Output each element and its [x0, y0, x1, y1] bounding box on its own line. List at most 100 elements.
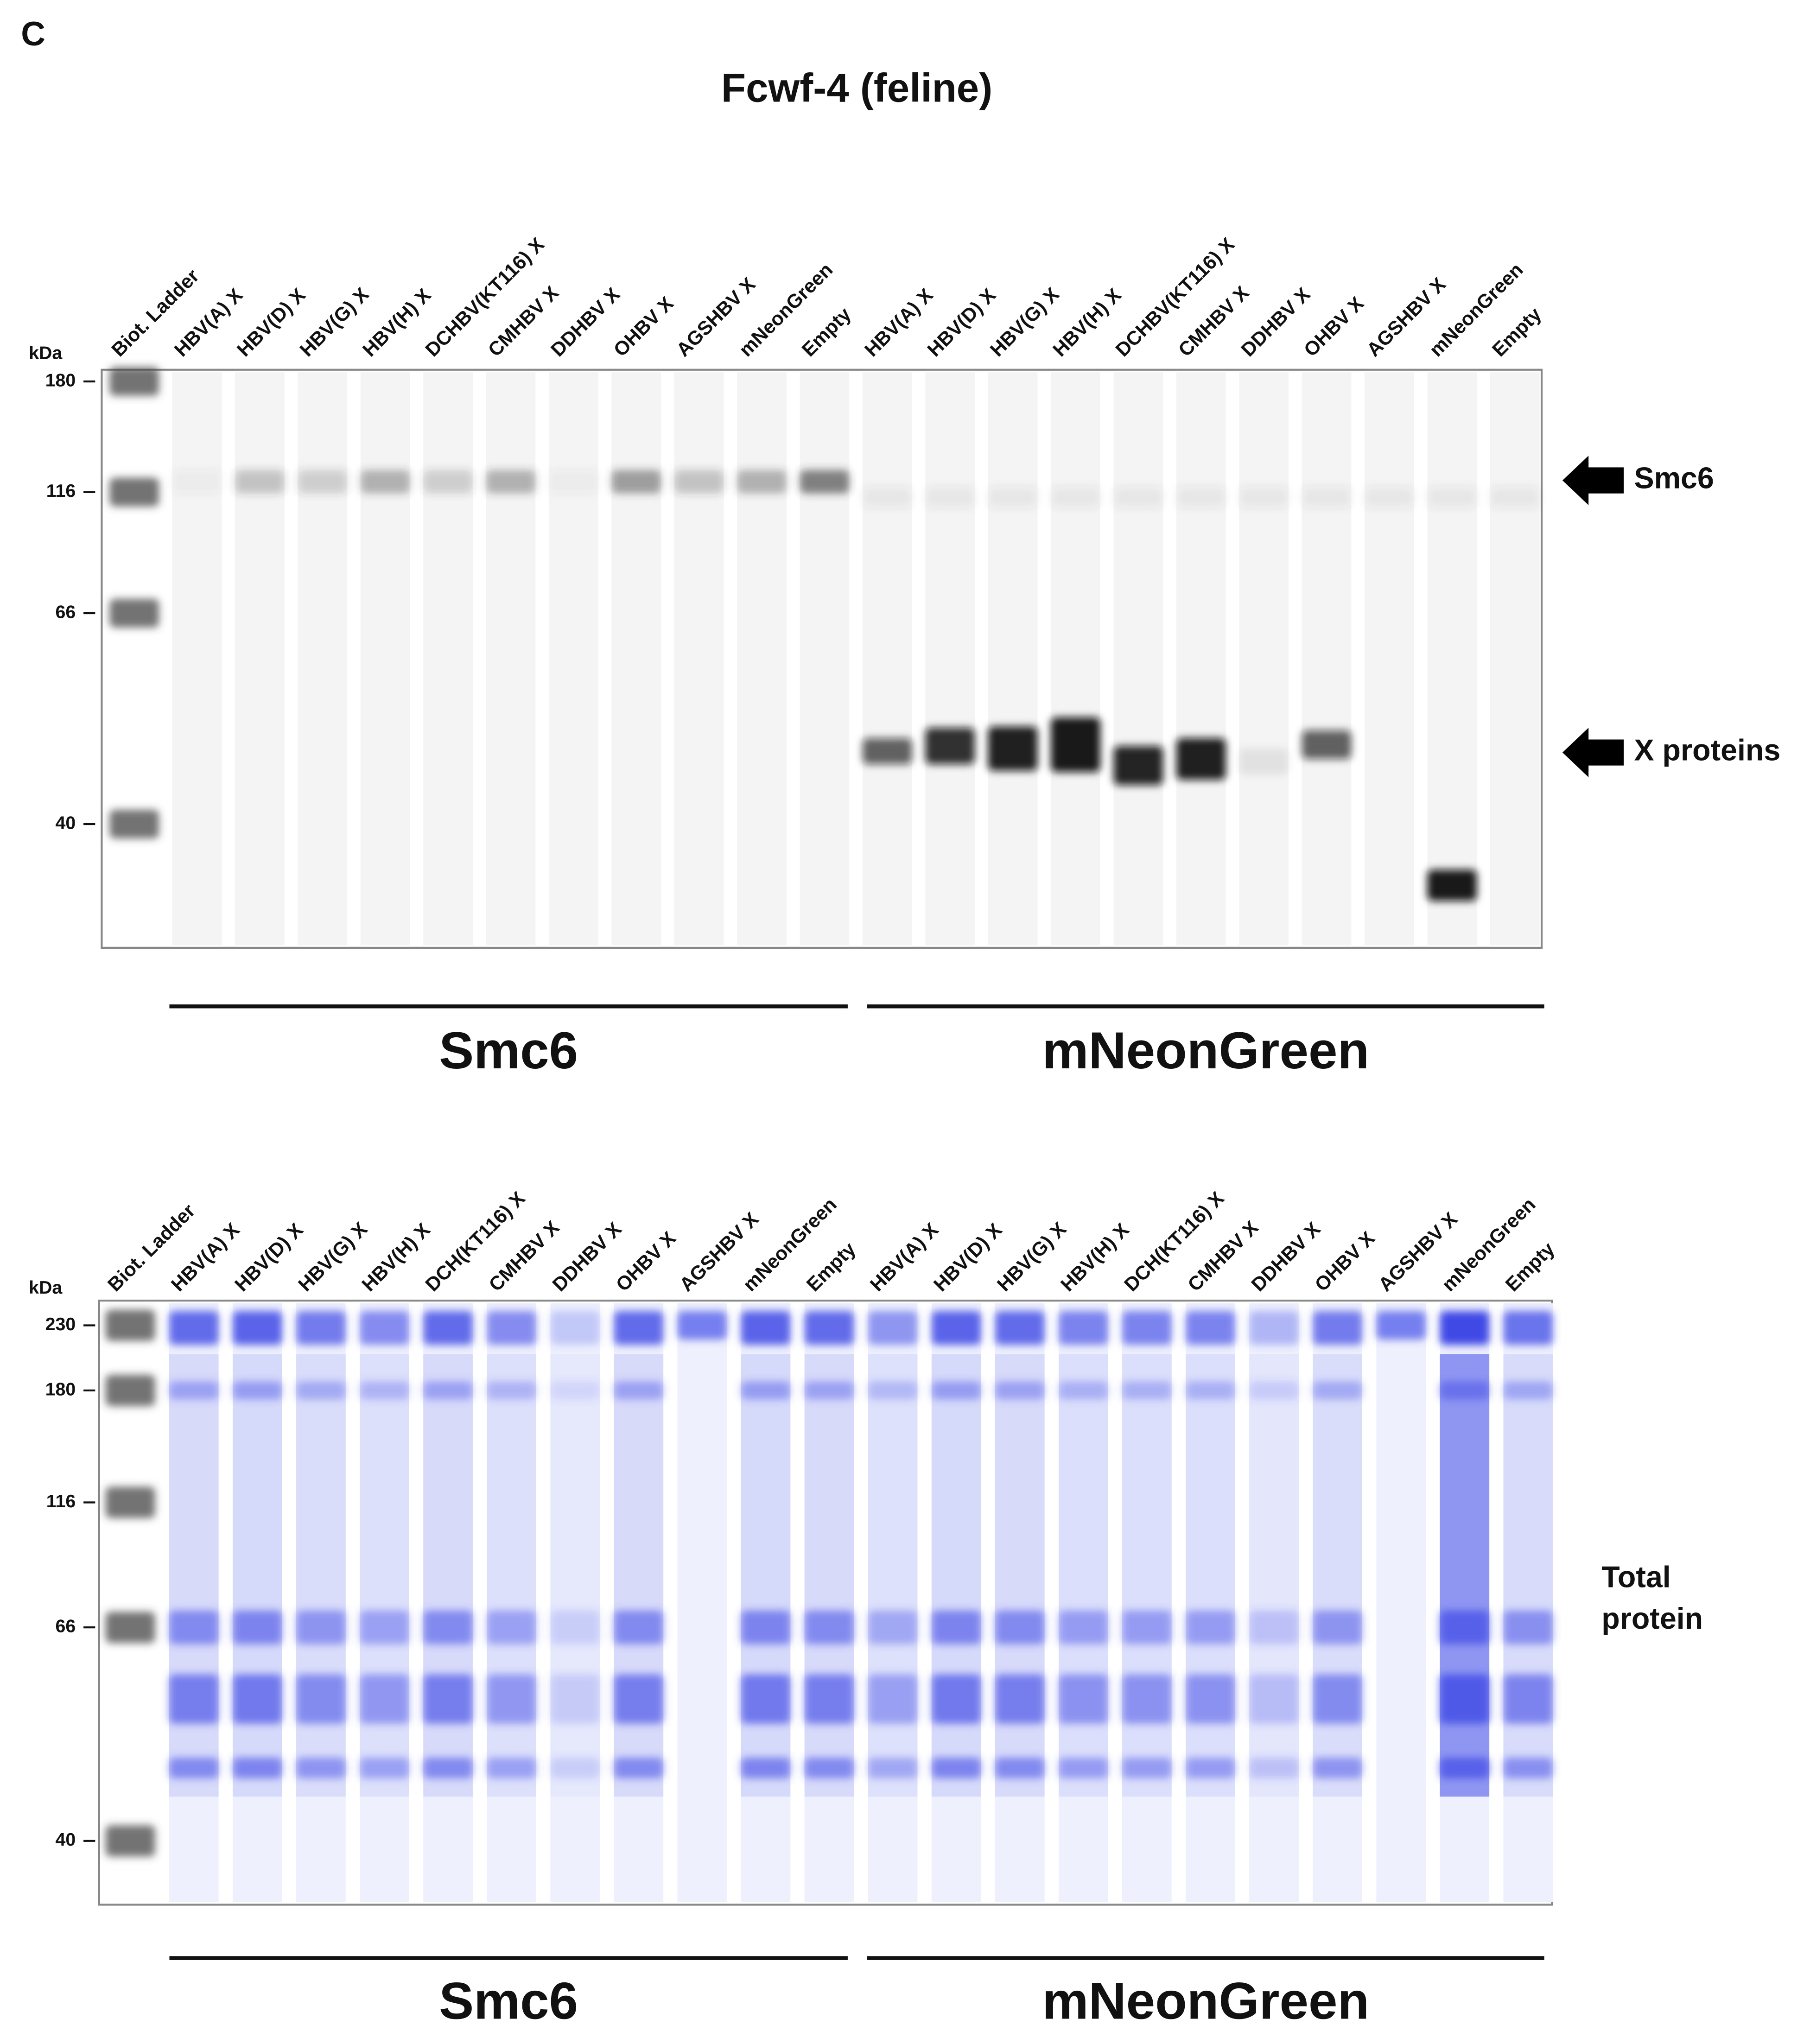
band [1490, 487, 1540, 508]
band [487, 1610, 537, 1644]
lane [862, 372, 912, 946]
band [550, 1311, 600, 1345]
lane-label: HBV(D) X [233, 284, 310, 361]
band [1058, 1381, 1108, 1400]
band [1239, 487, 1289, 508]
lane-label: HBV(H) X [1056, 1219, 1133, 1295]
band [1503, 1381, 1553, 1400]
lane [1376, 1303, 1426, 1902]
band [1440, 1381, 1490, 1400]
lane [487, 1303, 537, 1902]
band [105, 1825, 155, 1857]
band [1440, 1311, 1490, 1345]
lane [296, 1303, 346, 1902]
marker-label: 40 [55, 813, 76, 833]
band [1249, 1381, 1299, 1400]
band [931, 1311, 981, 1345]
band [614, 1674, 664, 1724]
lane [800, 372, 850, 946]
band [1113, 746, 1163, 785]
lane [423, 1303, 473, 1902]
band [1249, 1674, 1299, 1724]
band [737, 470, 787, 494]
lane-smear [1186, 1354, 1235, 1797]
lane-label: HBV(D) X [929, 1219, 1006, 1295]
band [862, 487, 912, 508]
band [804, 1610, 854, 1644]
band [804, 1311, 854, 1345]
band [1376, 1311, 1426, 1340]
lane [674, 372, 724, 946]
band [1249, 1311, 1299, 1345]
lane-smear [1122, 1354, 1172, 1797]
marker-label: 116 [46, 1491, 76, 1511]
band [105, 1612, 155, 1643]
band [1058, 1311, 1108, 1345]
lane-label: Empty [1501, 1238, 1559, 1295]
lane-smear [423, 1354, 473, 1797]
lane-label: HBV(D) X [230, 1219, 307, 1295]
band [105, 1486, 155, 1518]
band [296, 1610, 346, 1644]
band [169, 1311, 219, 1345]
lane [423, 372, 473, 946]
band [1186, 1610, 1235, 1644]
lane [1186, 1303, 1235, 1902]
band [1503, 1674, 1553, 1724]
lane-smear [931, 1354, 981, 1797]
band [1440, 1674, 1490, 1724]
unit-label: kDa [29, 343, 63, 363]
band [169, 1381, 219, 1400]
band [298, 470, 348, 494]
band [360, 1758, 409, 1778]
marker-label: 180 [45, 1379, 76, 1399]
lane [172, 372, 222, 946]
band [611, 470, 661, 494]
band [995, 1758, 1045, 1778]
band [1186, 1311, 1235, 1345]
band [1186, 1758, 1235, 1778]
lane [1313, 1303, 1362, 1902]
lane-label: HBV(A) X [866, 1219, 943, 1295]
lane [995, 1303, 1045, 1902]
blot-image [101, 367, 1543, 949]
band [614, 1610, 664, 1644]
band [862, 738, 912, 764]
figure-title: Fcwf-4 (feline) [721, 66, 992, 111]
band [1313, 1610, 1362, 1644]
band [232, 1758, 282, 1778]
lane [677, 1303, 727, 1902]
band [423, 1381, 473, 1400]
band [232, 1674, 282, 1724]
band [296, 1381, 346, 1400]
lane [169, 1303, 219, 1902]
lane-smear [1440, 1354, 1490, 1797]
band [1051, 487, 1100, 508]
lane-label: HBV(G) X [986, 283, 1063, 361]
lane [360, 1303, 409, 1902]
band [614, 1311, 664, 1345]
band [931, 1610, 981, 1644]
band [868, 1311, 918, 1345]
band [1186, 1674, 1235, 1724]
lane-smear [868, 1354, 918, 1797]
band [988, 487, 1038, 508]
lane-label: HBV(D) X [923, 284, 1000, 361]
marker-label: 66 [55, 1616, 76, 1637]
band [804, 1674, 854, 1724]
band [800, 470, 850, 494]
group-label: mNeonGreen [1042, 1021, 1369, 1079]
lane-label: DCHBV(KT116) X [1111, 233, 1239, 361]
band [741, 1758, 791, 1778]
arrow [1562, 728, 1624, 777]
lane-label: DCHBV(KT116) X [421, 233, 548, 361]
band [423, 1610, 473, 1644]
annotation: X proteins [1634, 734, 1780, 767]
lane-smear [995, 1354, 1045, 1797]
band [674, 470, 724, 494]
blot-image [98, 1300, 1553, 1906]
band [1239, 749, 1289, 775]
lane [931, 1303, 981, 1902]
band [1122, 1674, 1172, 1724]
